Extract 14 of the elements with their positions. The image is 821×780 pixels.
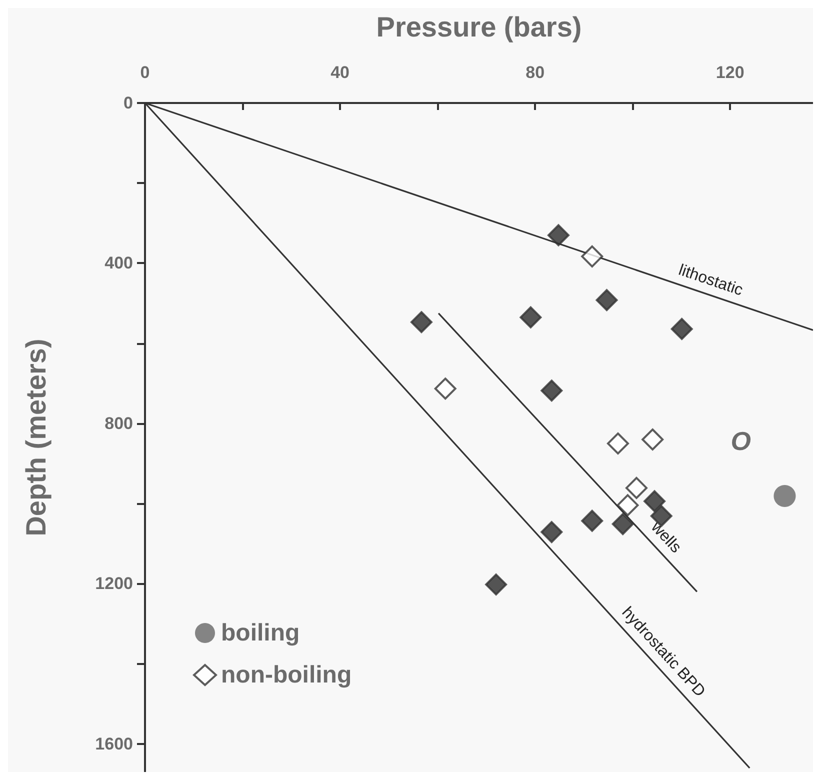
x-tick-label: 80: [526, 63, 545, 82]
legend-label: boiling: [221, 620, 300, 646]
annotation: O: [730, 426, 752, 456]
x-tick-label: 0: [140, 63, 150, 82]
y-axis-title: Depth (meters): [20, 338, 52, 536]
x-tick-label: 120: [716, 63, 744, 82]
legend-label: non-boiling: [221, 662, 352, 688]
x-tick-label: 40: [330, 63, 350, 82]
y-tick-label: 400: [104, 254, 133, 273]
y-tick-label: 1200: [95, 574, 133, 594]
x-axis-title: Pressure (bars): [376, 12, 582, 42]
y-tick-label: 1600: [95, 734, 133, 754]
y-tick-label: 800: [104, 414, 133, 433]
y-tick-label: 0: [124, 94, 133, 112]
